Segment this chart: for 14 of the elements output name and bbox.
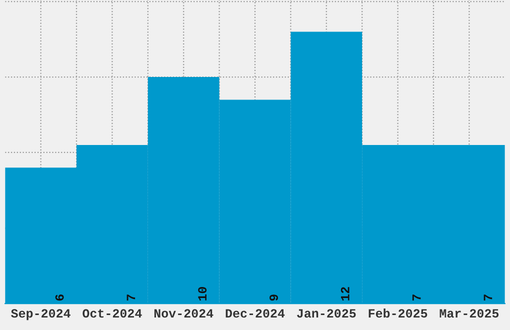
x-tick-label: Oct-2024 [82, 309, 142, 318]
x-tick-label: Sep-2024 [11, 309, 70, 320]
data-label: 7 [484, 294, 492, 301]
x-tick-label: Nov-2024 [154, 309, 214, 318]
data-label: 6 [55, 294, 64, 301]
x-tick-label: Jan-2025 [297, 309, 356, 318]
data-label: 12 [340, 287, 350, 300]
x-tick-label: Dec-2024 [226, 309, 285, 318]
x-tick-label: Feb-2025 [368, 308, 428, 318]
x-tick-label: Mar-2025 [440, 309, 499, 318]
data-label: 7 [126, 294, 136, 301]
data-label: 10 [198, 287, 207, 300]
data-label: 7 [412, 294, 421, 301]
data-label: 9 [270, 294, 278, 301]
